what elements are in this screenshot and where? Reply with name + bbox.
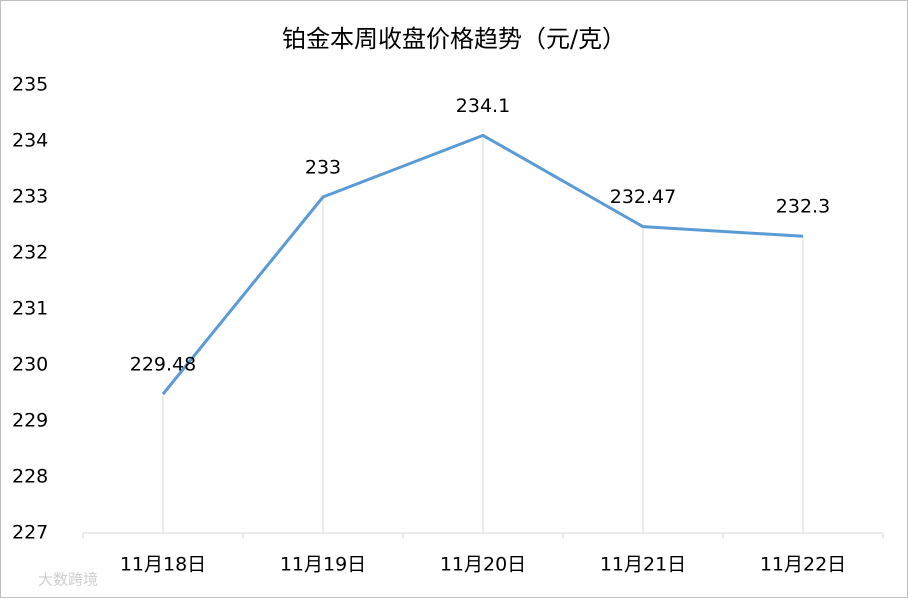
y-tick-label: 235 (12, 74, 48, 96)
y-tick-label: 227 (12, 522, 48, 544)
x-tick-label: 11月18日 (120, 554, 206, 576)
y-tick-label: 229 (12, 410, 48, 432)
y-tick-label: 233 (12, 186, 48, 208)
x-tick-label: 11月21日 (600, 554, 686, 576)
data-label: 233 (305, 157, 341, 179)
x-tick-label: 11月19日 (280, 554, 366, 576)
y-tick-label: 230 (12, 354, 48, 376)
data-label: 234.1 (456, 95, 510, 117)
data-label: 229.48 (130, 354, 196, 376)
y-tick-label: 232 (12, 242, 48, 264)
series-line (161, 133, 804, 396)
y-tick-label: 231 (12, 298, 48, 320)
x-tick-label: 11月20日 (440, 554, 526, 576)
watermark: 大数跨境 (38, 571, 98, 589)
y-tick-label: 234 (12, 130, 48, 152)
chart-title: 铂金本周收盘价格趋势（元/克） (282, 25, 626, 53)
data-label: 232.3 (776, 196, 830, 218)
data-label: 232.47 (610, 186, 676, 208)
y-tick-label: 228 (12, 466, 48, 488)
x-tick-label: 11月22日 (760, 554, 846, 576)
